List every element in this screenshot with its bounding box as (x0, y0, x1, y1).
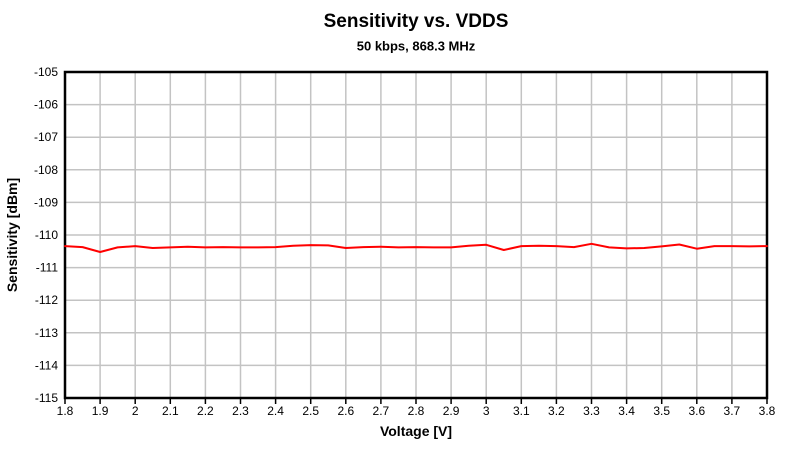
x-axis-label: Voltage [V] (379, 423, 453, 439)
y-tick-label: -105 (34, 65, 58, 79)
y-tick-label: -111 (36, 261, 59, 275)
y-tick-label: -115 (35, 391, 58, 405)
x-tick-label: 2.7 (373, 404, 390, 418)
x-tick-label: 2.1 (162, 404, 179, 418)
y-tick-label: -110 (35, 228, 58, 242)
x-tick-label: 3.5 (653, 404, 670, 418)
x-tick-label: 3.6 (688, 404, 705, 418)
x-tick-label: 3.7 (724, 404, 741, 418)
x-tick-label: 2.2 (197, 404, 214, 418)
x-tick-label: 3.8 (759, 404, 776, 418)
x-tick-label: 2.5 (302, 404, 319, 418)
x-tick-label: 1.8 (57, 404, 74, 418)
x-tick-label: 3.3 (583, 404, 600, 418)
x-tick-label: 2.4 (267, 404, 284, 418)
x-tick-label: 1.9 (92, 404, 109, 418)
chart-subtitle: 50 kbps, 868.3 MHz (356, 38, 476, 54)
plot-border (63, 70, 769, 400)
y-tick-label: -113 (35, 326, 58, 340)
x-tick-label: 2.8 (408, 404, 425, 418)
y-tick-label: -107 (34, 130, 58, 144)
y-tick-label: -106 (34, 98, 58, 112)
chart-title: Sensitivity vs. VDDS (323, 11, 509, 32)
y-tick-label: -114 (35, 358, 58, 372)
series-line (64, 242, 768, 253)
x-tick-label: 2.6 (337, 404, 354, 418)
x-tick-label: 2 (132, 404, 139, 418)
y-tick-label: -108 (34, 163, 58, 177)
x-tick-label: 3.1 (513, 404, 530, 418)
x-tick-label: 2.9 (443, 404, 460, 418)
x-tick-label: 2.3 (232, 404, 249, 418)
x-tick-label: 3 (483, 404, 490, 418)
x-tick-label: 3.4 (618, 404, 635, 418)
x-tick-label: 3.2 (548, 404, 565, 418)
y-tick-label: -109 (34, 195, 58, 209)
y-tick-label: -112 (35, 293, 58, 307)
